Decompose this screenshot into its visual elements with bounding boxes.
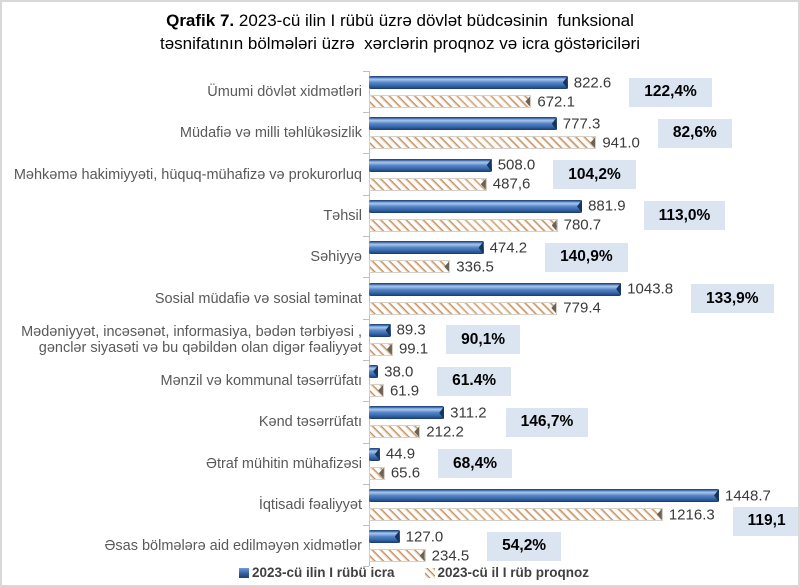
icra-value-label: 311.2 (450, 404, 487, 422)
category-label: İqtisadi fəaliyyət (258, 496, 362, 513)
legend-item-icra: 2023-cü ilin I rübü icra (238, 565, 395, 580)
axis-tick (363, 359, 369, 361)
chart-title: Qrafik 7. 2023-cü ilin I rübü üzrə dövlə… (32, 9, 768, 56)
icra-value-label: 38.0 (384, 363, 414, 381)
percent-box: 140,9% (545, 242, 628, 272)
category-label: Ətraf mühitin mühafizəsi (206, 455, 362, 472)
percent-box: 68,4% (438, 449, 512, 479)
category-label: Səhiyyə (310, 249, 362, 266)
proqnoz-series-swatch-icon (424, 567, 435, 578)
icra-bar (369, 406, 445, 420)
icra-bar (369, 241, 484, 255)
proqnoz-value-label: 672.1 (537, 93, 575, 110)
icra-bar (369, 365, 379, 379)
proqnoz-bar (369, 218, 558, 232)
percent-box: 119,1 (732, 506, 798, 536)
percent-box: 61.4% (437, 366, 512, 396)
proqnoz-bar (369, 342, 393, 356)
legend-label-icra: 2023-cü ilin I rübü icra (251, 565, 395, 580)
axis-tick (363, 483, 369, 485)
axis-tick (363, 566, 369, 568)
percent-box: 122,4% (629, 77, 712, 107)
proqnoz-bar (369, 136, 597, 150)
icra-bar (369, 158, 492, 172)
legend-label-proqnoz: 2023-cü il I rüb proqnoz (437, 565, 590, 580)
category-label: Mədəniyyət, incəsənət, informasiya, bədə… (21, 323, 362, 356)
legend-item-proqnoz: 2023-cü il I rüb proqnoz (424, 565, 590, 580)
axis-tick (363, 112, 369, 114)
proqnoz-value-label: 65.6 (390, 464, 421, 482)
icra-value-label: 777.3 (562, 115, 601, 133)
proqnoz-value-label: 212.2 (426, 423, 464, 441)
proqnoz-value-label: 941.0 (602, 134, 640, 152)
legend: 2023-cü ilin I rübü icra 2023-cü il I rü… (2, 565, 798, 580)
category-label: Sosial müdafiə və sosial təminat (154, 290, 362, 307)
proqnoz-bar (369, 301, 558, 315)
axis-tick (363, 525, 369, 527)
category-label: Əsas bölmələrə aid edilməyən xidmətlər (104, 538, 362, 555)
axis-tick (363, 401, 369, 403)
axis-tick (363, 277, 369, 279)
icra-value-label: 1043.8 (627, 280, 674, 298)
proqnoz-bar (369, 384, 384, 398)
proqnoz-value-label: 779.4 (563, 299, 601, 317)
icra-value-label: 822.6 (573, 74, 612, 91)
proqnoz-bar (369, 549, 426, 563)
icra-bar (369, 117, 557, 131)
icra-value-label: 89.3 (396, 321, 426, 339)
category-axis (369, 70, 370, 567)
icra-bar (369, 323, 391, 337)
icra-bar (369, 76, 568, 89)
percent-box: 113,0% (643, 201, 726, 231)
icra-value-label: 474.2 (489, 239, 528, 257)
axis-tick (363, 442, 369, 444)
icra-bar (369, 447, 380, 461)
icra-bar (369, 282, 622, 296)
percent-box: 54,2% (487, 531, 562, 561)
proqnoz-bar (369, 508, 663, 521)
axis-tick (363, 194, 369, 196)
chart-title-prefix: Qrafik 7. (166, 11, 235, 30)
category-label: Məhkəmə hakimiyyəti, hüquq-mühafizə və p… (13, 166, 362, 183)
axis-tick (363, 70, 369, 72)
percent-box: 146,7% (505, 407, 589, 437)
icra-bar (369, 199, 583, 213)
proqnoz-bar (369, 260, 451, 274)
proqnoz-value-label: 1216.3 (668, 506, 715, 523)
axis-tick (363, 236, 369, 237)
chart-title-line2: təsnifatının bölmələri üzrə xərclərin pr… (160, 34, 640, 54)
icra-series-swatch-icon (238, 567, 249, 578)
proqnoz-bar (369, 95, 532, 108)
proqnoz-value-label: 99.1 (398, 340, 429, 358)
percent-box: 82,6% (657, 118, 732, 148)
axis-tick (363, 318, 369, 320)
proqnoz-bar (369, 425, 421, 439)
icra-value-label: 508.0 (497, 156, 536, 174)
category-label: Mənzil və kommunal təsərrüfatı (160, 372, 362, 389)
proqnoz-value-label: 487,6 (492, 175, 531, 193)
icra-value-label: 127.0 (405, 528, 444, 546)
category-label: Kənd təsərrüfatı (258, 414, 362, 431)
proqnoz-bar (369, 466, 385, 480)
axis-tick (363, 153, 369, 155)
proqnoz-value-label: 234.5 (431, 547, 470, 565)
category-label: Müdafiə və milli təhlükəsizlik (179, 125, 362, 142)
proqnoz-bar (369, 177, 487, 191)
percent-box: 104,2% (553, 160, 636, 190)
chart-title-line1: 2023-cü ilin I rübü üzrə dövlət büdcəsin… (234, 11, 634, 30)
icra-value-label: 881.9 (588, 197, 626, 215)
icra-bar (369, 530, 400, 544)
proqnoz-value-label: 61.9 (389, 382, 420, 400)
category-label: Təhsil (323, 207, 362, 224)
icra-value-label: 44.9 (385, 445, 416, 463)
category-label: Ümumi dövlət xidmətləri (207, 83, 362, 100)
icra-bar (369, 489, 719, 502)
percent-box: 133,9% (690, 284, 774, 313)
proqnoz-value-label: 336.5 (456, 258, 494, 276)
proqnoz-value-label: 780.7 (563, 216, 602, 234)
percent-box: 90,1% (446, 325, 521, 355)
icra-value-label: 1448.7 (725, 487, 771, 504)
